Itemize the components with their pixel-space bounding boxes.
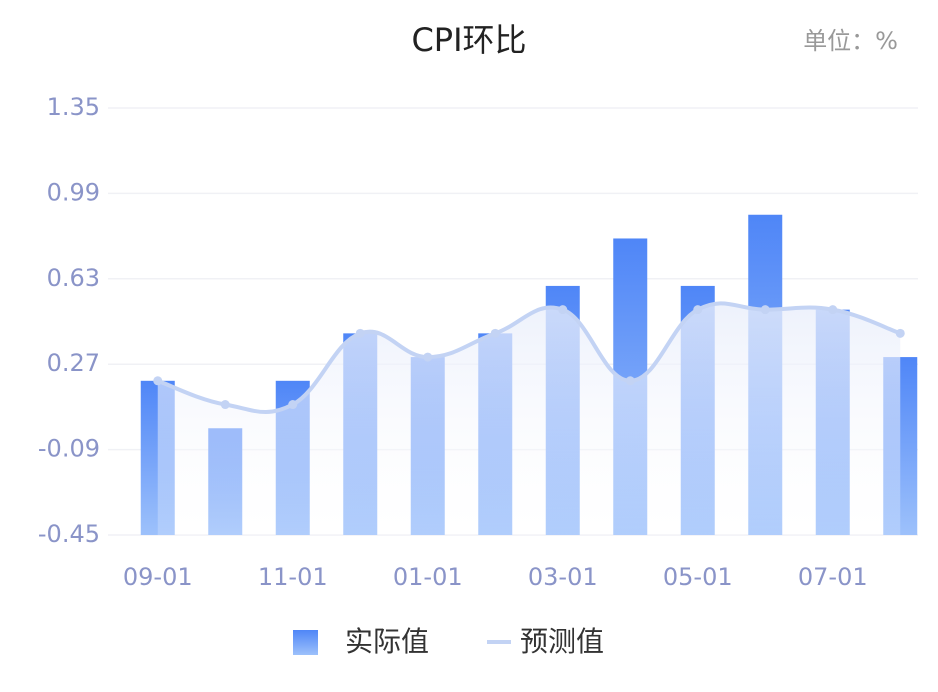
line-point: [828, 305, 838, 315]
line-point: [220, 400, 230, 410]
y-tick-label: 1.35: [47, 93, 100, 121]
line-point: [153, 376, 163, 386]
line-point: [558, 305, 568, 315]
line-point: [423, 352, 433, 362]
y-tick-label: 0.63: [47, 264, 100, 292]
line-point: [490, 328, 500, 338]
y-tick-label: -0.45: [38, 520, 100, 548]
x-tick-label: 09-01: [123, 563, 193, 591]
x-tick-label: 05-01: [663, 563, 733, 591]
line-area: [157, 303, 901, 535]
x-tick-label: 11-01: [258, 563, 328, 591]
legend-swatch: [293, 630, 318, 655]
line-point: [760, 305, 770, 315]
line-point: [693, 305, 703, 315]
line-point: [288, 400, 298, 410]
y-tick-label: -0.09: [38, 435, 100, 463]
legend-label: 预测值: [520, 625, 604, 658]
chart-title: CPI环比: [411, 21, 526, 59]
y-tick-label: 0.99: [47, 178, 100, 206]
line-point: [625, 376, 635, 386]
x-tick-label: 07-01: [798, 563, 868, 591]
legend-label: 实际值: [345, 625, 429, 658]
y-tick-label: 0.27: [47, 349, 100, 377]
unit-label: 单位：%: [803, 27, 898, 55]
line-point: [355, 328, 365, 338]
line-point: [895, 328, 905, 338]
x-tick-label: 03-01: [528, 563, 598, 591]
x-tick-label: 01-01: [393, 563, 463, 591]
